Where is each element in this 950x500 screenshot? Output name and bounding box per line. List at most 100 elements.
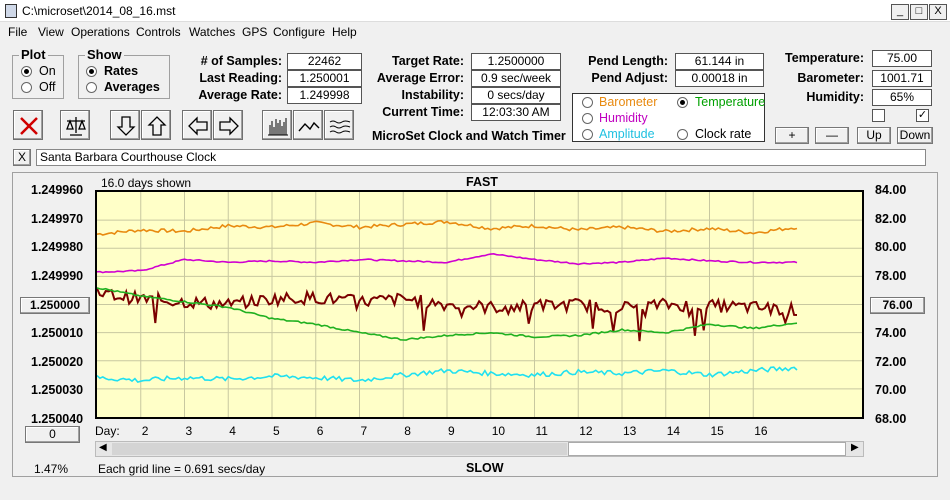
series-line-humidity bbox=[96, 252, 798, 274]
scroll-left-icon[interactable]: ◀ bbox=[99, 442, 107, 453]
x-tick-label: 3 bbox=[185, 424, 193, 438]
down-arrow-button[interactable] bbox=[110, 110, 140, 140]
humidity-label: Humidity: bbox=[806, 90, 864, 104]
avg-error-label: Average Error: bbox=[376, 71, 464, 85]
x-tick-label: 16 bbox=[754, 424, 768, 438]
left-arrow-button[interactable] bbox=[182, 110, 212, 140]
sensor-temperature-radio[interactable] bbox=[677, 97, 688, 108]
left-center-value-button[interactable]: 1.250000 bbox=[20, 297, 90, 314]
x-axis-label: Day: bbox=[95, 424, 120, 438]
arrow-up-icon bbox=[147, 116, 167, 136]
bars-view-button[interactable] bbox=[262, 110, 292, 140]
arrow-right-icon bbox=[219, 116, 239, 136]
sensor-amplitude-radio[interactable] bbox=[582, 129, 593, 140]
scroll-thumb[interactable] bbox=[568, 442, 846, 456]
menu-help[interactable]: Help bbox=[332, 25, 357, 39]
left-tick-label: 1.250010 bbox=[31, 326, 84, 341]
window-title: C:\microset\2014_08_16.mst bbox=[22, 4, 176, 18]
right-arrow-button[interactable] bbox=[213, 110, 243, 140]
scale-down-button[interactable]: Down bbox=[897, 127, 933, 144]
pend-length-value[interactable]: 61.144 in bbox=[675, 53, 764, 70]
pend-adjust-label: Pend Adjust: bbox=[591, 71, 668, 85]
last-reading-value: 1.250001 bbox=[287, 70, 362, 87]
menu-configure[interactable]: Configure bbox=[273, 25, 326, 39]
pend-adjust-value: 0.00018 in bbox=[675, 70, 764, 87]
checkbox-1[interactable] bbox=[872, 109, 885, 122]
plot-group: Plot bbox=[12, 47, 64, 99]
right-tick-label: 74.00 bbox=[875, 326, 907, 341]
barometer-value: 1001.71 bbox=[872, 70, 932, 87]
scale-plus-button[interactable]: + bbox=[775, 127, 809, 144]
title-bar: C:\microset\2014_08_16.mst _ □ X bbox=[0, 0, 950, 22]
menu-operations[interactable]: Operations bbox=[71, 25, 130, 39]
scale-up-button[interactable]: Up bbox=[857, 127, 891, 144]
scroll-track[interactable] bbox=[112, 443, 567, 455]
series-line-temperature bbox=[96, 287, 798, 341]
checkbox-2[interactable]: ✓ bbox=[916, 109, 929, 122]
humidity-value: 65% bbox=[872, 89, 932, 106]
menu-gps[interactable]: GPS bbox=[242, 25, 268, 39]
target-rate-label: Target Rate: bbox=[391, 54, 464, 68]
grid-note: Each grid line = 0.691 secs/day bbox=[98, 462, 266, 476]
series-line-amplitude bbox=[96, 366, 798, 384]
show-rates-label: Rates bbox=[104, 64, 139, 78]
x-tick-label: 12 bbox=[579, 424, 593, 438]
horizontal-scrollbar[interactable]: ◀ ▶ bbox=[95, 441, 864, 457]
x-tick-label: 15 bbox=[710, 424, 724, 438]
chart-fast-label: FAST bbox=[466, 175, 498, 189]
sensor-humidity-radio[interactable] bbox=[582, 113, 593, 124]
scale-minus-button[interactable]: — bbox=[815, 127, 849, 144]
show-group: Show bbox=[78, 47, 170, 99]
x-left-value-button[interactable]: 0 bbox=[25, 426, 80, 443]
days-shown-label: 16.0 days shown bbox=[101, 176, 192, 190]
left-tick-label: 1.249970 bbox=[31, 211, 84, 226]
instability-label: Instability: bbox=[401, 88, 464, 102]
minimize-button[interactable]: _ bbox=[891, 4, 909, 20]
sensor-clockrate-label: Clock rate bbox=[695, 127, 752, 141]
x-tick-label: 11 bbox=[535, 424, 548, 438]
clear-clock-button[interactable]: X bbox=[13, 149, 31, 166]
x-tick-label: 5 bbox=[273, 424, 280, 438]
sensor-clockrate-radio[interactable] bbox=[677, 129, 688, 140]
x-tick-label: 6 bbox=[316, 424, 324, 438]
clock-name-input[interactable]: Santa Barbara Courthouse Clock bbox=[36, 149, 926, 166]
wave-graph-icon bbox=[329, 120, 351, 134]
sensor-barometer-radio[interactable] bbox=[582, 97, 593, 108]
up-arrow-button[interactable] bbox=[141, 110, 171, 140]
menu-view[interactable]: View bbox=[38, 25, 64, 39]
scroll-right-icon[interactable]: ▶ bbox=[851, 442, 859, 453]
plot-off-radio[interactable] bbox=[21, 82, 32, 93]
right-tick-label: 82.00 bbox=[875, 211, 907, 226]
show-rates-radio[interactable] bbox=[86, 66, 97, 77]
show-averages-radio[interactable] bbox=[86, 82, 97, 93]
balance-scale-icon bbox=[66, 117, 86, 136]
chart-slow-label: SLOW bbox=[466, 461, 504, 475]
maximize-button[interactable]: □ bbox=[910, 4, 928, 20]
wave-view-button[interactable] bbox=[324, 110, 354, 140]
close-button[interactable]: X bbox=[929, 4, 947, 20]
plot-on-radio[interactable] bbox=[21, 66, 32, 77]
menu-controls[interactable]: Controls bbox=[136, 25, 181, 39]
temperature-value: 75.00 bbox=[872, 50, 932, 67]
sensor-amplitude-label: Amplitude bbox=[599, 127, 655, 141]
x-tick-label: 9 bbox=[448, 424, 455, 438]
left-tick-label: 1.250030 bbox=[31, 383, 84, 398]
pend-length-label: Pend Length: bbox=[588, 54, 668, 68]
current-time-value: 12:03:30 AM bbox=[471, 104, 561, 121]
line-view-button[interactable] bbox=[293, 110, 323, 140]
stop-button[interactable] bbox=[13, 110, 43, 140]
right-tick-label: 70.00 bbox=[875, 383, 907, 398]
target-rate-value[interactable]: 1.2500000 bbox=[471, 53, 561, 70]
menu-file[interactable]: File bbox=[8, 25, 28, 39]
menu-watches[interactable]: Watches bbox=[189, 25, 236, 39]
show-averages-label: Averages bbox=[104, 80, 160, 94]
x-tick-label: 14 bbox=[666, 424, 681, 438]
right-center-value-button[interactable]: 76.00 bbox=[870, 297, 925, 314]
line-chart bbox=[96, 192, 862, 417]
samples-label: # of Samples: bbox=[200, 54, 282, 68]
balance-button[interactable] bbox=[60, 110, 90, 140]
avg-rate-label: Average Rate: bbox=[198, 88, 282, 102]
series-line-clock-rate bbox=[96, 288, 798, 342]
barometer-label: Barometer: bbox=[797, 71, 864, 85]
avg-rate-value: 1.249998 bbox=[287, 87, 362, 104]
